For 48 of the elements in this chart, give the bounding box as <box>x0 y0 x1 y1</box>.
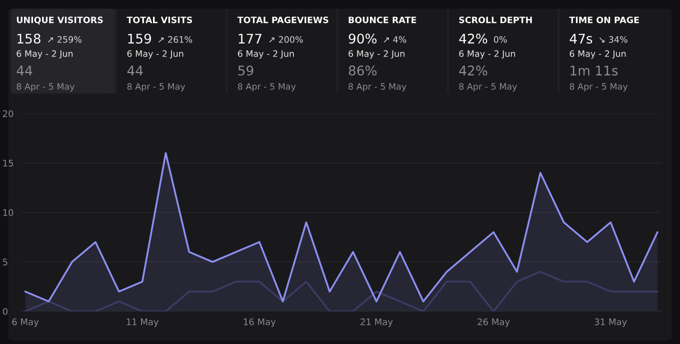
text: 6 May - 2 Jun <box>459 50 516 59</box>
text: 6 May - 2 Jun <box>127 50 184 59</box>
text: TIME ON PAGE <box>569 16 639 24</box>
y-tick-label: 5 <box>3 258 8 266</box>
text: 42% <box>459 34 488 44</box>
text: 8 Apr - 5 May <box>16 83 75 92</box>
text: 6 May - 2 Jun <box>16 50 73 59</box>
text: BOUNCE RATE <box>348 16 416 24</box>
text: 8 Apr - 5 May <box>570 83 628 92</box>
text: 8 Apr - 5 May <box>459 83 517 92</box>
text: 90% <box>348 34 377 44</box>
text: UNIQUE VISITORS <box>16 16 103 24</box>
text: 44 <box>16 66 32 76</box>
text: 42% <box>459 66 488 76</box>
text: ↗ 261% <box>158 36 192 43</box>
text: ↗ 200% <box>269 36 303 43</box>
x-tick-label: 16 May <box>244 318 276 327</box>
text: 44 <box>127 66 143 76</box>
y-tick-label: 15 <box>3 160 14 167</box>
x-tick-label: 31 May <box>594 318 627 327</box>
text: ↗ 259% <box>48 36 82 43</box>
text: 158 <box>18 34 40 44</box>
x-tick-label: 6 May <box>12 318 39 327</box>
text: 1m 11s <box>570 66 618 76</box>
text: 47s <box>570 34 592 44</box>
x-tick-label: 21 May <box>360 318 393 327</box>
text: 6 May - 2 Jun <box>348 50 404 59</box>
text: 177 <box>238 34 262 44</box>
text: 6 May - 2 Jun <box>570 50 626 59</box>
x-tick-label: 11 May <box>126 318 159 327</box>
y-tick-label: 20 <box>2 110 14 118</box>
text: TOTAL VISITS <box>126 16 192 24</box>
x-tick-label: 26 May <box>478 318 510 327</box>
y-tick-label: 10 <box>3 209 14 216</box>
text: ↘ 34% <box>599 36 628 43</box>
text: 86% <box>348 66 377 76</box>
text: 8 Apr - 5 May <box>127 83 186 92</box>
text: 6 May - 2 Jun <box>238 50 294 59</box>
text: TOTAL PAGEVIEWS <box>237 16 328 24</box>
text: SCROLL DEPTH <box>459 16 532 24</box>
text: ↗ 4% <box>384 36 406 43</box>
text: 8 Apr - 5 May <box>238 83 296 92</box>
text: 59 <box>238 66 254 76</box>
text: 8 Apr - 5 May <box>348 83 406 92</box>
text: 0% <box>494 36 507 43</box>
y-tick-label: 0 <box>2 308 8 315</box>
text: 159 <box>128 34 151 44</box>
line-series <box>24 270 658 312</box>
